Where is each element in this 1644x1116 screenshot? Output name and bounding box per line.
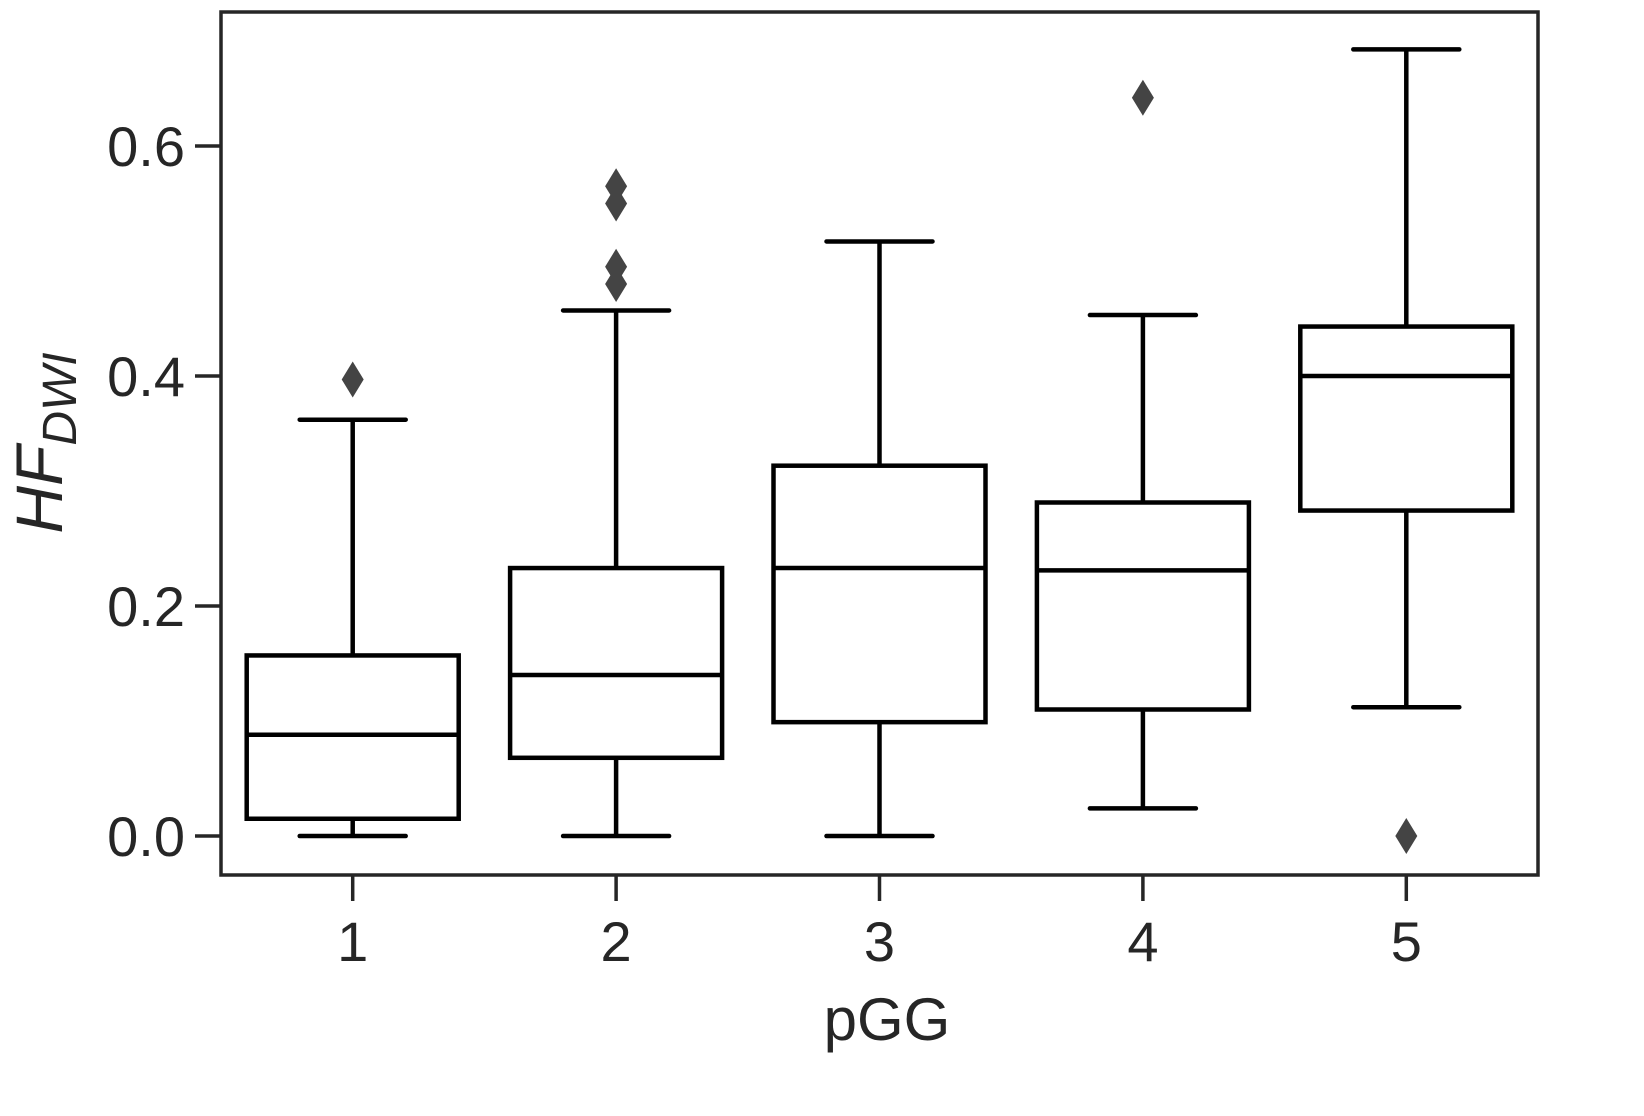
y-axis-title-main: HF	[2, 442, 76, 534]
box-group-4	[1034, 79, 1252, 811]
box-group-5	[1298, 47, 1515, 854]
box-group-3	[771, 239, 988, 839]
x-tick-label: 2	[601, 910, 632, 973]
box-group-1	[244, 361, 461, 839]
x-axis: 1 2 3 4 5	[337, 875, 1422, 973]
iqr-box	[244, 653, 461, 822]
box-group-2	[507, 168, 725, 839]
iqr-box	[1034, 500, 1252, 712]
y-axis: 0.0 0.2 0.4 0.6	[107, 115, 221, 868]
x-axis-title: pGG	[824, 986, 951, 1053]
iqr-box	[1298, 324, 1515, 513]
outlier-diamond-icon	[605, 185, 628, 222]
x-tick-label: 4	[1127, 910, 1158, 973]
iqr-box	[507, 565, 725, 761]
y-tick-label: 0.4	[107, 345, 185, 408]
boxes	[244, 47, 1515, 854]
y-tick-label: 0.6	[107, 115, 185, 178]
y-axis-title-subscript: DWI	[34, 352, 87, 445]
outlier-diamond-icon	[605, 266, 628, 302]
y-axis-title: HFDWI	[2, 352, 87, 533]
y-tick-label: 0.2	[107, 575, 185, 638]
x-tick-label: 1	[337, 910, 368, 973]
outlier-diamond-icon	[1395, 818, 1418, 854]
outlier-diamond-icon	[1131, 79, 1154, 116]
iqr-box	[771, 463, 988, 725]
y-tick-label: 0.0	[107, 805, 185, 868]
x-tick-label: 3	[864, 910, 895, 973]
outlier-diamond-icon	[341, 361, 364, 398]
x-tick-label: 5	[1391, 910, 1422, 973]
